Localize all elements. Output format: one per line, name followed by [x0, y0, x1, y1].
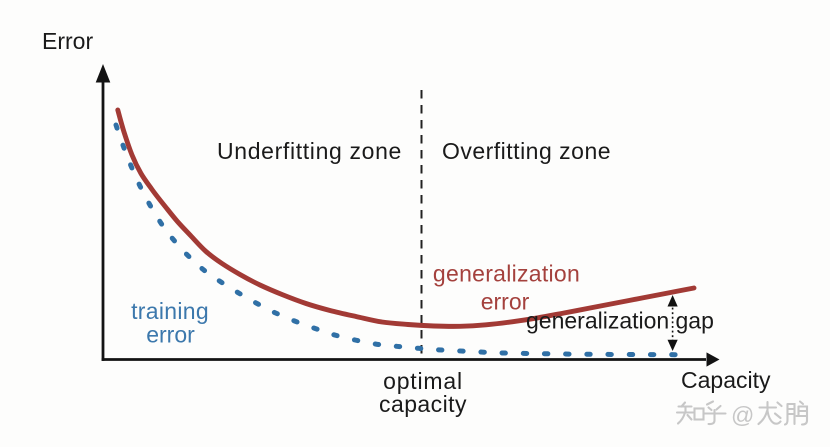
svg-text:Underfitting zone: Underfitting zone [217, 138, 402, 164]
svg-text:training: training [131, 298, 209, 324]
svg-text:gap: gap [676, 307, 714, 333]
svg-text:capacity: capacity [379, 391, 467, 417]
svg-text:Overfitting zone: Overfitting zone [442, 138, 611, 164]
svg-text:generalization: generalization [433, 261, 580, 287]
svg-text:optimal: optimal [383, 368, 463, 394]
svg-text:Error: Error [42, 28, 93, 54]
svg-text:Capacity: Capacity [681, 367, 771, 393]
svg-text:error: error [146, 321, 195, 347]
svg-text:error: error [481, 289, 530, 315]
svg-text:generalization: generalization [526, 307, 669, 333]
svg-text:@: @ [731, 402, 754, 428]
